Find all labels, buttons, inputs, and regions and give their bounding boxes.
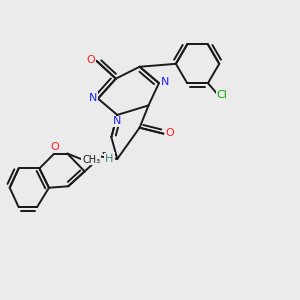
Text: CH₃: CH₃: [82, 154, 100, 164]
Text: N: N: [88, 93, 97, 103]
Text: O: O: [87, 55, 95, 65]
Text: O: O: [166, 128, 174, 138]
Text: N: N: [161, 77, 169, 87]
Text: S: S: [107, 153, 114, 163]
Text: Cl: Cl: [217, 90, 228, 100]
Text: N: N: [113, 116, 122, 127]
Text: O: O: [50, 142, 59, 152]
Text: H: H: [105, 154, 113, 164]
